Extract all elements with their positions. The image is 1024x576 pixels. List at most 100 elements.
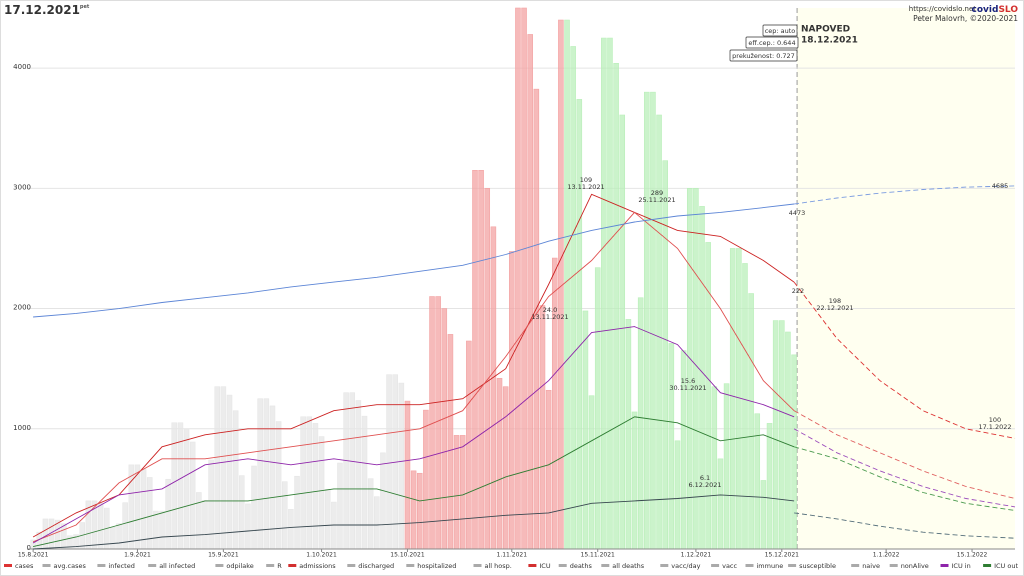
legend-swatch <box>745 564 754 567</box>
annotation: 30.11.2021 <box>669 384 706 392</box>
legend-swatch <box>97 564 106 567</box>
legend-swatch <box>347 564 356 567</box>
x-tick-label: 1.12.2021 <box>681 552 712 559</box>
bar <box>711 386 718 550</box>
legend-swatch <box>42 564 51 567</box>
bar <box>208 459 214 550</box>
y-tick-label: 1000 <box>13 424 31 432</box>
annotation: 4685 <box>992 182 1009 190</box>
y-tick-label: 4000 <box>13 63 31 71</box>
legend-swatch <box>983 564 992 567</box>
bar <box>637 297 644 550</box>
forecast-region <box>797 8 1015 549</box>
info-text: cep: auto <box>765 27 796 35</box>
forecast-line <box>794 512 1016 539</box>
bar <box>539 305 546 550</box>
bar <box>729 248 736 550</box>
bar <box>116 523 122 550</box>
bar <box>674 440 681 550</box>
bar <box>324 489 331 550</box>
legend-label: all deaths <box>612 562 644 570</box>
legend-label: immune <box>757 562 784 570</box>
bar <box>791 354 797 550</box>
bar <box>423 409 429 550</box>
series-line <box>33 416 795 548</box>
legend-label: susceptible <box>799 562 836 570</box>
bar <box>275 421 282 550</box>
legend-label: ICU out <box>994 562 1018 570</box>
annotation: 13.11.2021 <box>531 313 568 321</box>
info-box <box>745 36 799 49</box>
bar <box>662 160 668 550</box>
bar <box>165 478 171 550</box>
bar <box>588 395 595 550</box>
forecast-line <box>794 185 1016 205</box>
forecast-line <box>793 281 1016 439</box>
bar <box>288 509 294 550</box>
legend-label: infected <box>108 562 134 570</box>
legend-swatch <box>288 564 297 567</box>
y-tick-label: 3000 <box>13 183 31 191</box>
legend-swatch <box>4 564 12 567</box>
legend-label: hospitalized <box>417 562 456 570</box>
brand: covidSLO <box>972 5 1019 15</box>
legend-swatch <box>940 564 949 567</box>
bar <box>619 114 626 550</box>
bar <box>337 462 343 550</box>
legend-swatch <box>851 564 860 567</box>
author: Peter Malovrh, ©2020-2021 <box>913 14 1018 23</box>
x-tick-label: 15.10.2021 <box>390 552 425 559</box>
legend-label: vacc/day <box>671 562 700 570</box>
legend-swatch <box>215 564 224 567</box>
bar <box>570 46 576 550</box>
annotation: 13.11.2021 <box>567 183 604 191</box>
series-line <box>32 211 795 543</box>
brand-1: covid <box>972 5 999 15</box>
bar <box>527 34 533 550</box>
bar <box>607 37 613 550</box>
site-url: https://covidslo.net <box>909 5 976 13</box>
bar <box>140 468 147 550</box>
bar <box>484 188 491 550</box>
bar <box>502 386 509 550</box>
bar <box>281 481 288 550</box>
legend-swatch <box>601 564 610 567</box>
forecast-line <box>793 428 1016 508</box>
y-tick-label: 2000 <box>13 304 31 312</box>
bar <box>331 501 337 550</box>
bar <box>263 398 270 550</box>
legend-label: naive <box>862 562 880 570</box>
bar <box>772 320 779 550</box>
series-line <box>32 193 795 538</box>
bar <box>723 383 730 550</box>
bar <box>545 390 552 550</box>
x-tick-label: 15.9.2021 <box>208 552 239 559</box>
legend-label: ICU in <box>952 562 971 570</box>
legend-swatch <box>528 564 537 567</box>
bar <box>478 170 484 550</box>
legend-swatch <box>788 564 797 567</box>
legend-swatch <box>473 564 482 567</box>
series-line <box>32 326 795 544</box>
bar <box>435 296 441 550</box>
bar <box>668 343 675 550</box>
legend-swatch <box>266 564 275 567</box>
bar <box>171 422 178 550</box>
bar <box>459 435 466 550</box>
y-tick-label: 0 <box>27 544 31 552</box>
legend-label: admissions <box>299 562 336 570</box>
bar <box>594 267 601 550</box>
bar <box>343 392 349 550</box>
bar <box>220 386 227 550</box>
annotation: 289 <box>651 189 663 197</box>
bar <box>61 523 67 550</box>
bar <box>183 428 190 550</box>
bar <box>189 441 196 550</box>
bar <box>582 310 589 550</box>
bar <box>318 436 325 550</box>
bar <box>294 475 300 550</box>
bar <box>196 492 202 550</box>
bar <box>631 411 638 550</box>
bar <box>153 510 159 550</box>
